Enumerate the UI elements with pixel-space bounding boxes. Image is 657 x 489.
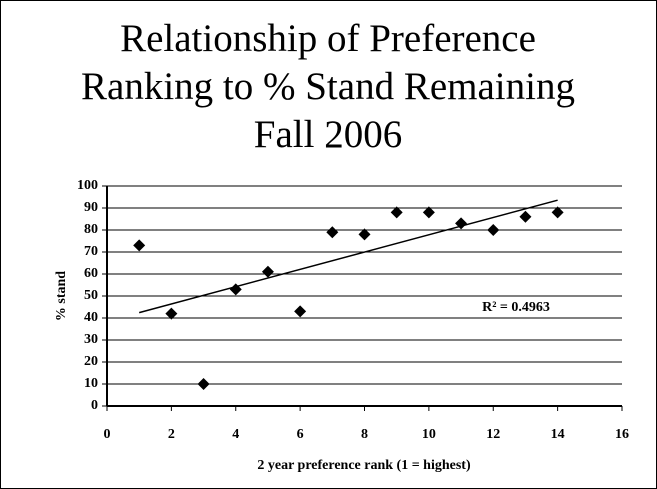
y-tick-label: 30 <box>84 332 98 347</box>
chart-title: Ranking to % Stand Remaining <box>81 65 575 108</box>
point <box>390 206 403 219</box>
point <box>487 224 500 236</box>
x-tick-label: 2 <box>168 427 175 442</box>
point <box>455 217 468 230</box>
x-tick-label: 6 <box>297 427 304 442</box>
y-tick-label: 10 <box>84 376 98 391</box>
y-tick-label: 100 <box>77 178 98 193</box>
y-tick-label: 50 <box>84 288 98 303</box>
chart-title: Relationship of Preference <box>120 17 536 60</box>
x-tick-label: 8 <box>361 427 368 442</box>
chart-title: Fall 2006 <box>254 113 402 156</box>
y-axis-label: % stand <box>54 271 69 321</box>
point <box>165 307 178 320</box>
y-tick-label: 0 <box>91 398 98 413</box>
point <box>197 378 210 390</box>
y-tick-label: 40 <box>84 310 98 325</box>
point <box>229 283 242 296</box>
point <box>326 226 339 239</box>
x-tick-label: 0 <box>104 427 111 442</box>
point <box>261 265 274 278</box>
x-axis-label: 2 year preference rank (1 = highest) <box>257 458 471 473</box>
trendline <box>138 199 558 314</box>
y-tick-label: 60 <box>84 266 98 281</box>
point <box>551 206 564 219</box>
annotation: R² = 0.4963 <box>482 300 550 315</box>
point <box>519 210 532 223</box>
y-tick-label: 20 <box>84 354 98 369</box>
y-tick-label: 70 <box>84 244 98 259</box>
x-tick-label: 16 <box>615 427 629 442</box>
x-tick-label: 10 <box>422 427 436 442</box>
x-tick-label: 4 <box>232 427 239 442</box>
point <box>358 228 371 241</box>
y-tick-label: 80 <box>84 222 98 237</box>
point <box>133 239 146 252</box>
point <box>294 305 307 318</box>
x-tick-label: 14 <box>551 427 565 442</box>
point <box>422 206 435 219</box>
x-tick-label: 12 <box>486 427 500 442</box>
y-tick-label: 90 <box>84 200 98 215</box>
